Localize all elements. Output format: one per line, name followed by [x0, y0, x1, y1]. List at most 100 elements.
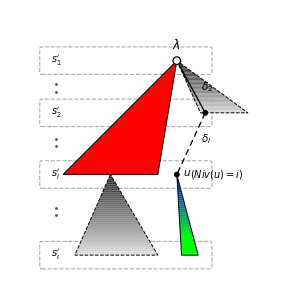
Polygon shape [188, 84, 211, 85]
Polygon shape [105, 184, 118, 187]
Polygon shape [181, 249, 197, 251]
Polygon shape [103, 191, 121, 193]
Polygon shape [178, 197, 183, 199]
Polygon shape [75, 253, 158, 255]
Polygon shape [189, 88, 216, 89]
Polygon shape [179, 209, 186, 211]
Polygon shape [101, 195, 124, 197]
Polygon shape [189, 87, 214, 88]
Text: $\delta_i$: $\delta_i$ [201, 132, 211, 146]
Polygon shape [89, 221, 139, 223]
Polygon shape [104, 187, 119, 188]
Polygon shape [107, 180, 115, 183]
Polygon shape [197, 106, 241, 107]
Text: $u$: $u$ [183, 168, 191, 178]
Polygon shape [108, 179, 114, 180]
Polygon shape [180, 227, 191, 229]
Polygon shape [177, 176, 178, 179]
Polygon shape [100, 197, 125, 199]
Polygon shape [192, 93, 223, 95]
Polygon shape [88, 223, 140, 225]
Polygon shape [79, 243, 152, 245]
Polygon shape [103, 188, 120, 191]
Polygon shape [91, 217, 136, 219]
Polygon shape [180, 235, 193, 237]
Polygon shape [87, 227, 142, 229]
Polygon shape [180, 67, 188, 68]
Polygon shape [181, 241, 195, 243]
Polygon shape [77, 249, 156, 251]
Circle shape [173, 57, 180, 64]
Polygon shape [179, 207, 186, 209]
Polygon shape [177, 183, 180, 184]
Polygon shape [190, 89, 218, 91]
Polygon shape [106, 183, 116, 184]
Polygon shape [192, 95, 225, 96]
Polygon shape [109, 176, 113, 179]
Circle shape [203, 111, 208, 115]
Polygon shape [194, 99, 230, 100]
Polygon shape [99, 199, 126, 201]
Polygon shape [92, 215, 135, 217]
Polygon shape [195, 100, 232, 101]
Circle shape [174, 172, 179, 177]
Polygon shape [178, 199, 184, 201]
Polygon shape [179, 213, 188, 215]
Polygon shape [184, 76, 200, 78]
Polygon shape [182, 71, 193, 72]
Text: $s_{\iota}'$: $s_{\iota}'$ [51, 248, 61, 262]
Polygon shape [177, 187, 180, 188]
Text: $s_i'$: $s_i'$ [51, 167, 61, 182]
Polygon shape [97, 203, 128, 205]
Polygon shape [177, 62, 180, 63]
Polygon shape [181, 247, 197, 249]
Polygon shape [180, 233, 193, 235]
Polygon shape [178, 201, 184, 203]
Polygon shape [177, 179, 178, 180]
Polygon shape [63, 61, 177, 175]
Polygon shape [178, 188, 181, 191]
Polygon shape [98, 201, 127, 203]
Polygon shape [195, 101, 234, 103]
Polygon shape [197, 104, 237, 105]
Polygon shape [102, 193, 122, 195]
Polygon shape [186, 82, 207, 83]
Polygon shape [178, 63, 182, 65]
Polygon shape [82, 237, 148, 239]
Polygon shape [79, 245, 153, 247]
Polygon shape [177, 61, 179, 62]
Polygon shape [177, 184, 180, 187]
Polygon shape [95, 207, 131, 209]
Polygon shape [96, 205, 129, 207]
Text: $s_1'$: $s_1'$ [51, 53, 61, 68]
Polygon shape [87, 225, 141, 227]
Polygon shape [178, 193, 182, 195]
Polygon shape [197, 105, 239, 106]
Polygon shape [180, 219, 189, 221]
Polygon shape [180, 225, 191, 227]
Polygon shape [184, 78, 202, 79]
Polygon shape [86, 229, 144, 231]
Polygon shape [182, 72, 195, 74]
Polygon shape [84, 233, 146, 235]
Polygon shape [186, 80, 205, 82]
Polygon shape [76, 251, 157, 253]
Polygon shape [180, 239, 194, 241]
Polygon shape [183, 74, 197, 75]
Polygon shape [179, 215, 188, 217]
Polygon shape [178, 191, 182, 193]
Text: $\lambda$: $\lambda$ [172, 38, 181, 52]
Polygon shape [83, 235, 147, 237]
Polygon shape [178, 203, 185, 205]
Polygon shape [180, 223, 190, 225]
Polygon shape [187, 83, 209, 84]
Polygon shape [90, 219, 138, 221]
Polygon shape [193, 97, 229, 99]
Text: $s_2'$: $s_2'$ [51, 106, 61, 120]
Polygon shape [190, 91, 220, 92]
Polygon shape [180, 68, 189, 70]
Polygon shape [180, 231, 192, 233]
Polygon shape [179, 205, 185, 207]
Polygon shape [181, 70, 191, 71]
Polygon shape [191, 92, 221, 93]
